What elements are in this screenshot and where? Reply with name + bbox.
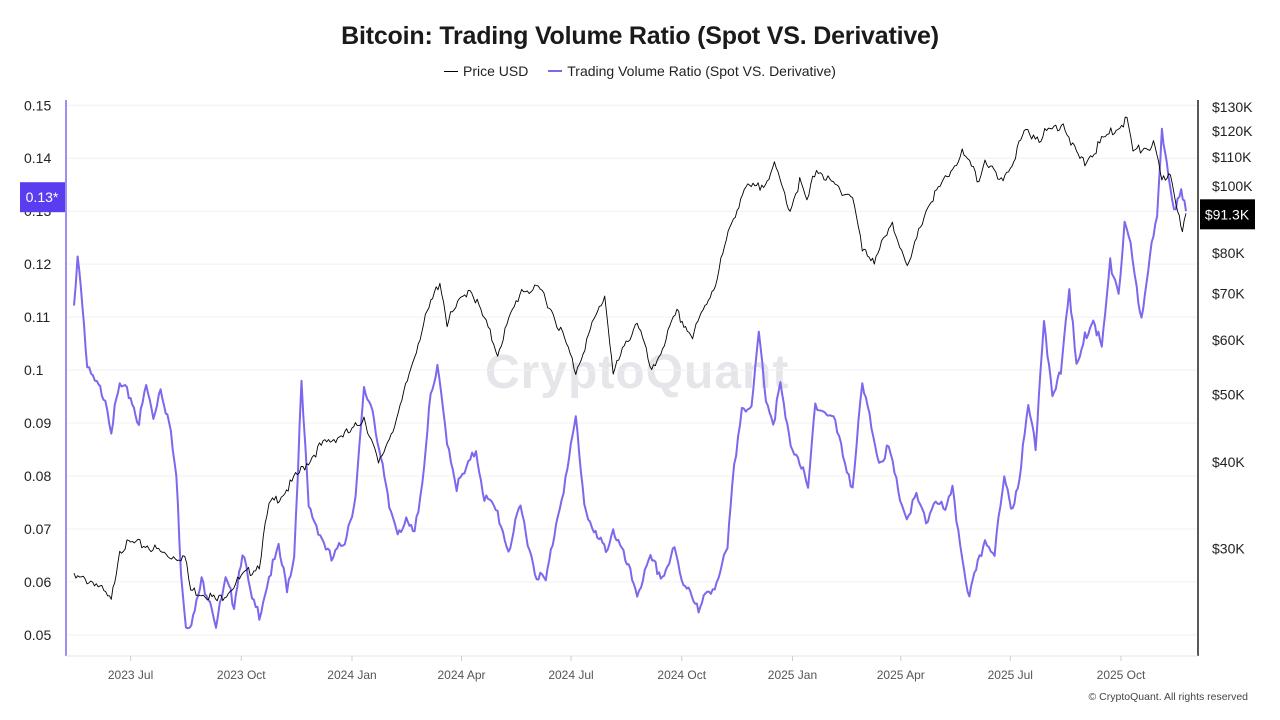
right-tick-label: $130K — [1212, 99, 1253, 115]
left-tick-label: 0.1 — [24, 362, 44, 378]
x-tick-label: 2025 Oct — [1097, 668, 1146, 682]
x-tick-label: 2025 Apr — [877, 668, 925, 682]
left-tick-label: 0.15 — [24, 97, 51, 113]
right-tick-label: $100K — [1212, 178, 1253, 194]
left-tick-label: 0.08 — [24, 468, 51, 484]
legend-item-ratio[interactable]: Trading Volume Ratio (Spot VS. Derivativ… — [548, 63, 836, 79]
left-tick-label: 0.06 — [24, 574, 51, 590]
left-tick-label: 0.09 — [24, 415, 51, 431]
x-tick-label: 2024 Apr — [437, 668, 485, 682]
right-tick-label: $70K — [1212, 285, 1245, 301]
legend-item-price[interactable]: Price USD — [444, 63, 528, 79]
right-tick-label: $40K — [1212, 454, 1245, 470]
x-tick-label: 2024 Oct — [657, 668, 706, 682]
right-tick-label: $50K — [1212, 387, 1245, 403]
legend-label-ratio: Trading Volume Ratio (Spot VS. Derivativ… — [567, 63, 836, 79]
price-series-line — [73, 116, 1187, 602]
copyright-text: © CryptoQuant. All rights reserved — [1088, 691, 1248, 703]
x-tick-label: 2023 Jul — [108, 668, 153, 682]
price-last-marker — [1200, 199, 1255, 230]
x-tick-label: 2024 Jul — [548, 668, 593, 682]
right-tick-label: $60K — [1212, 332, 1245, 348]
left-tick-label: 0.07 — [24, 521, 51, 537]
ratio-last-label: 0.13* — [26, 189, 59, 205]
price-last-label: $91.3K — [1205, 206, 1250, 222]
ratio-series-line — [73, 127, 1187, 630]
right-tick-label: $120K — [1212, 123, 1253, 139]
chart-legend: Price USD Trading Volume Ratio (Spot VS.… — [0, 63, 1280, 79]
legend-swatch-price — [444, 70, 459, 72]
ratio-last-marker — [20, 182, 65, 213]
right-tick-label: $110K — [1212, 149, 1252, 165]
left-tick-label: 0.14 — [24, 150, 51, 166]
legend-label-price: Price USD — [463, 63, 529, 79]
x-tick-label: 2025 Jan — [768, 668, 817, 682]
x-tick-label: 2023 Oct — [217, 668, 266, 682]
right-tick-label: $80K — [1212, 245, 1245, 261]
left-tick-label: 0.12 — [24, 256, 51, 272]
chart-title: Bitcoin: Trading Volume Ratio (Spot VS. … — [341, 22, 939, 50]
x-tick-label: 2024 Jan — [327, 668, 376, 682]
left-tick-label: 0.11 — [24, 309, 50, 325]
legend-swatch-ratio — [548, 70, 563, 73]
x-tick-label: 2025 Jul — [988, 668, 1033, 682]
right-tick-label: $30K — [1212, 541, 1245, 557]
left-tick-label: 0.05 — [24, 627, 51, 643]
